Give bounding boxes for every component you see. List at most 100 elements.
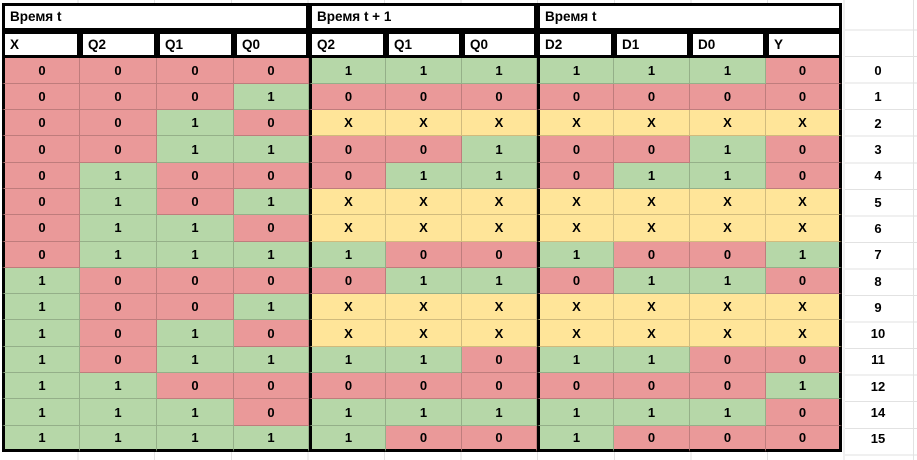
table-cell[interactable]: X — [309, 215, 386, 242]
table-cell[interactable]: X — [537, 215, 614, 242]
table-cell[interactable]: 1 — [234, 136, 309, 163]
table-cell[interactable]: 1 — [614, 162, 690, 189]
table-cell[interactable]: 1 — [309, 425, 386, 452]
row-label[interactable]: 1 — [874, 89, 882, 105]
table-cell[interactable]: 1 — [462, 57, 537, 84]
column-header-cell[interactable]: Q1 — [386, 30, 462, 58]
table-cell[interactable]: X — [386, 188, 462, 216]
table-cell[interactable]: 0 — [614, 83, 690, 111]
column-header-cell[interactable]: Q0 — [462, 30, 537, 58]
table-cell[interactable]: 0 — [234, 373, 309, 400]
table-cell[interactable]: 1 — [2, 267, 80, 295]
column-header-cell[interactable]: X — [2, 30, 80, 58]
table-cell[interactable]: X — [386, 294, 462, 321]
table-cell[interactable]: 0 — [614, 136, 690, 163]
table-cell[interactable]: 0 — [614, 425, 690, 452]
table-cell[interactable]: 0 — [462, 373, 537, 400]
table-cell[interactable]: 1 — [2, 320, 80, 347]
table-cell[interactable]: X — [386, 215, 462, 242]
table-cell[interactable]: 0 — [234, 320, 309, 347]
table-cell[interactable]: 1 — [234, 241, 309, 268]
table-cell[interactable]: 1 — [386, 346, 462, 374]
table-cell[interactable]: 0 — [690, 241, 766, 268]
table-cell[interactable]: 1 — [80, 425, 157, 452]
table-cell[interactable]: X — [614, 110, 690, 137]
table-cell[interactable]: 0 — [462, 346, 537, 374]
column-header-cell[interactable]: Q0 — [234, 30, 309, 58]
table-cell[interactable]: 0 — [80, 83, 157, 111]
table-cell[interactable]: 0 — [614, 241, 690, 268]
table-cell[interactable]: 0 — [537, 373, 614, 400]
table-cell[interactable]: X — [766, 320, 842, 347]
row-label[interactable]: 3 — [874, 142, 882, 158]
table-cell[interactable]: 1 — [690, 136, 766, 163]
table-cell[interactable]: X — [766, 294, 842, 321]
table-cell[interactable]: X — [386, 110, 462, 137]
row-label[interactable]: 11 — [871, 352, 885, 368]
table-cell[interactable]: 0 — [2, 241, 80, 268]
table-cell[interactable]: 1 — [690, 57, 766, 84]
group-header-cell[interactable]: Время t — [2, 3, 309, 31]
row-label[interactable]: 9 — [874, 299, 882, 315]
table-cell[interactable]: 1 — [614, 57, 690, 84]
table-cell[interactable]: 1 — [614, 399, 690, 426]
table-cell[interactable]: 1 — [157, 110, 234, 137]
table-cell[interactable]: 0 — [234, 267, 309, 295]
table-cell[interactable]: 1 — [537, 346, 614, 374]
table-cell[interactable]: 1 — [80, 188, 157, 216]
table-cell[interactable]: 1 — [462, 399, 537, 426]
table-cell[interactable]: 1 — [157, 215, 234, 242]
table-cell[interactable]: X — [766, 188, 842, 216]
table-cell[interactable]: 1 — [234, 294, 309, 321]
table-cell[interactable]: X — [309, 188, 386, 216]
table-cell[interactable]: 1 — [157, 241, 234, 268]
table-cell[interactable]: 1 — [386, 399, 462, 426]
table-cell[interactable]: 0 — [2, 83, 80, 111]
table-cell[interactable]: 0 — [537, 136, 614, 163]
table-cell[interactable]: 0 — [462, 425, 537, 452]
group-header-cell[interactable]: Время t + 1 — [309, 3, 537, 31]
row-label[interactable]: 2 — [874, 115, 882, 131]
table-cell[interactable]: 0 — [2, 162, 80, 189]
table-cell[interactable]: 1 — [462, 267, 537, 295]
table-cell[interactable]: X — [537, 320, 614, 347]
table-cell[interactable]: 0 — [80, 136, 157, 163]
table-cell[interactable]: 0 — [386, 373, 462, 400]
table-cell[interactable]: X — [614, 188, 690, 216]
table-cell[interactable]: X — [462, 294, 537, 321]
group-header-cell[interactable]: Время t — [537, 3, 842, 31]
table-cell[interactable]: 1 — [234, 188, 309, 216]
table-cell[interactable]: X — [690, 110, 766, 137]
row-label[interactable]: 5 — [874, 194, 882, 210]
column-header-cell[interactable]: Y — [766, 30, 842, 58]
table-cell[interactable]: 0 — [386, 136, 462, 163]
table-cell[interactable]: 0 — [690, 373, 766, 400]
table-cell[interactable]: 1 — [2, 425, 80, 452]
table-cell[interactable]: 0 — [2, 57, 80, 84]
table-cell[interactable]: 0 — [537, 83, 614, 111]
table-cell[interactable]: 0 — [386, 241, 462, 268]
table-cell[interactable]: 1 — [690, 162, 766, 189]
table-cell[interactable]: 0 — [2, 215, 80, 242]
table-cell[interactable]: X — [386, 320, 462, 347]
table-cell[interactable]: 0 — [766, 399, 842, 426]
table-cell[interactable]: 0 — [80, 57, 157, 84]
table-cell[interactable]: 0 — [309, 162, 386, 189]
row-label[interactable]: 14 — [870, 405, 886, 420]
table-cell[interactable]: 0 — [157, 162, 234, 189]
column-header-cell[interactable]: Q2 — [80, 30, 157, 58]
table-cell[interactable]: 1 — [462, 136, 537, 163]
table-cell[interactable]: 0 — [234, 57, 309, 84]
table-cell[interactable]: 0 — [766, 346, 842, 374]
column-header-cell[interactable]: D1 — [614, 30, 690, 58]
column-header-cell[interactable]: D0 — [690, 30, 766, 58]
table-cell[interactable]: X — [766, 215, 842, 242]
table-cell[interactable]: X — [309, 294, 386, 321]
column-header-cell[interactable]: Q2 — [309, 30, 386, 58]
table-cell[interactable]: 0 — [309, 267, 386, 295]
row-label[interactable]: 6 — [874, 220, 882, 236]
table-cell[interactable]: X — [537, 294, 614, 321]
table-cell[interactable]: 0 — [2, 136, 80, 163]
table-cell[interactable]: 1 — [157, 320, 234, 347]
table-cell[interactable]: 1 — [234, 346, 309, 374]
